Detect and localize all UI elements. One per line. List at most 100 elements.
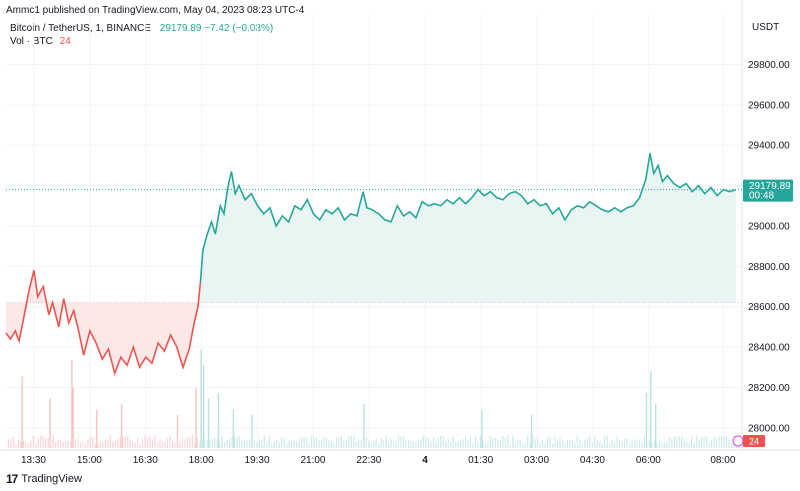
volume-bar bbox=[715, 438, 718, 448]
volume-bar bbox=[49, 398, 51, 448]
volume-bar bbox=[601, 443, 603, 448]
volume-bar bbox=[330, 441, 333, 448]
volume-bar bbox=[27, 443, 29, 448]
volume-legend: Vol · BTC 24 bbox=[10, 36, 71, 47]
volume-bar bbox=[273, 441, 275, 448]
volume-bar bbox=[315, 437, 318, 448]
volume-bar bbox=[412, 442, 415, 448]
volume-bar bbox=[238, 436, 241, 448]
volume-bar bbox=[710, 440, 713, 448]
volume-bar bbox=[195, 387, 197, 448]
volume-bar bbox=[298, 438, 300, 448]
volume-bar bbox=[174, 443, 176, 448]
volume-bar bbox=[626, 438, 628, 448]
volume-bar bbox=[293, 439, 295, 448]
volume-bar bbox=[723, 436, 725, 448]
volume-bar bbox=[310, 436, 313, 448]
volume-bar bbox=[84, 443, 87, 448]
volume-bar bbox=[638, 440, 641, 448]
countdown-label: 00:48 bbox=[749, 191, 774, 202]
volume-bar bbox=[619, 440, 621, 448]
volume-bar bbox=[427, 438, 429, 448]
volume-bar bbox=[430, 441, 432, 448]
volume-bar bbox=[725, 436, 728, 448]
volume-bar bbox=[117, 438, 119, 448]
volume-bar bbox=[728, 439, 730, 448]
volume-bar bbox=[693, 442, 695, 448]
volume-bar bbox=[72, 436, 74, 448]
volume-bar bbox=[251, 437, 253, 448]
volume-bar bbox=[720, 436, 723, 448]
volume-bar bbox=[537, 438, 539, 448]
volume-bar bbox=[21, 376, 23, 448]
volume-bar bbox=[484, 443, 487, 448]
symbol-name[interactable]: Bitcoin / TetherUS, 1, BINANCE bbox=[10, 23, 151, 34]
volume-bar bbox=[323, 435, 325, 448]
volume-bar bbox=[232, 409, 235, 448]
down-area-fill bbox=[6, 270, 201, 374]
volume-bar bbox=[661, 441, 663, 448]
volume-bar bbox=[591, 443, 593, 448]
tradingview-footer: 17 TradingView bbox=[6, 472, 82, 486]
volume-bar bbox=[233, 436, 236, 448]
volume-bar bbox=[534, 439, 536, 448]
volume-bar bbox=[681, 436, 683, 448]
volume-bar bbox=[109, 435, 111, 448]
price-line-up[interactable] bbox=[199, 153, 737, 283]
replay-icon[interactable] bbox=[732, 435, 744, 447]
volume-bar bbox=[214, 437, 216, 448]
volume-bar bbox=[114, 440, 116, 448]
volume-bar bbox=[395, 440, 397, 448]
volume-bar bbox=[268, 436, 270, 448]
x-tick-label: 04:30 bbox=[580, 455, 605, 466]
volume-bar bbox=[594, 437, 596, 448]
volume-bar bbox=[621, 442, 623, 448]
volume-bar bbox=[74, 438, 77, 448]
volume-bar bbox=[350, 435, 352, 448]
volume-bar bbox=[176, 436, 179, 448]
volume-bar bbox=[25, 442, 27, 448]
volume-bar bbox=[546, 436, 549, 448]
volume-bar bbox=[507, 435, 509, 448]
volume-bar bbox=[47, 438, 49, 448]
volume-bar bbox=[286, 443, 288, 448]
volume-bar bbox=[120, 404, 123, 448]
volume-bar bbox=[159, 439, 161, 448]
volume-bar bbox=[40, 435, 42, 448]
volume-bar bbox=[375, 439, 377, 448]
volume-bar bbox=[628, 442, 631, 448]
volume-bar bbox=[256, 442, 258, 448]
volume-bar bbox=[481, 409, 483, 448]
volume-bar bbox=[703, 437, 705, 448]
volume-bar bbox=[200, 349, 202, 448]
x-tick-label: 18:00 bbox=[189, 455, 214, 466]
volume-bar bbox=[253, 440, 256, 448]
volume-bar bbox=[266, 441, 268, 448]
volume-bar bbox=[604, 435, 606, 448]
volume-bar bbox=[217, 393, 220, 448]
volume-bar bbox=[666, 441, 668, 448]
volume-bar bbox=[35, 443, 37, 448]
volume-bar bbox=[502, 435, 504, 448]
volume-label[interactable]: Vol · BTC bbox=[10, 36, 53, 47]
volume-bar bbox=[425, 437, 427, 448]
volume-bar bbox=[457, 441, 459, 448]
volume-bar bbox=[673, 436, 675, 448]
volume-bar bbox=[271, 443, 273, 448]
volume-bar bbox=[387, 443, 390, 448]
volume-bar bbox=[551, 443, 554, 448]
volume-bar bbox=[432, 437, 434, 448]
volume-bar bbox=[164, 441, 166, 448]
volume-bar bbox=[410, 440, 412, 448]
volume-bar bbox=[221, 435, 223, 448]
volume-bar bbox=[72, 387, 74, 448]
price-line-down[interactable] bbox=[5, 270, 202, 376]
volume-bar bbox=[107, 440, 109, 448]
volume-bar bbox=[134, 443, 136, 448]
volume-bar bbox=[442, 436, 444, 448]
volume-bar bbox=[52, 435, 54, 448]
volume-bar bbox=[30, 440, 32, 448]
volume-bar bbox=[82, 442, 84, 448]
